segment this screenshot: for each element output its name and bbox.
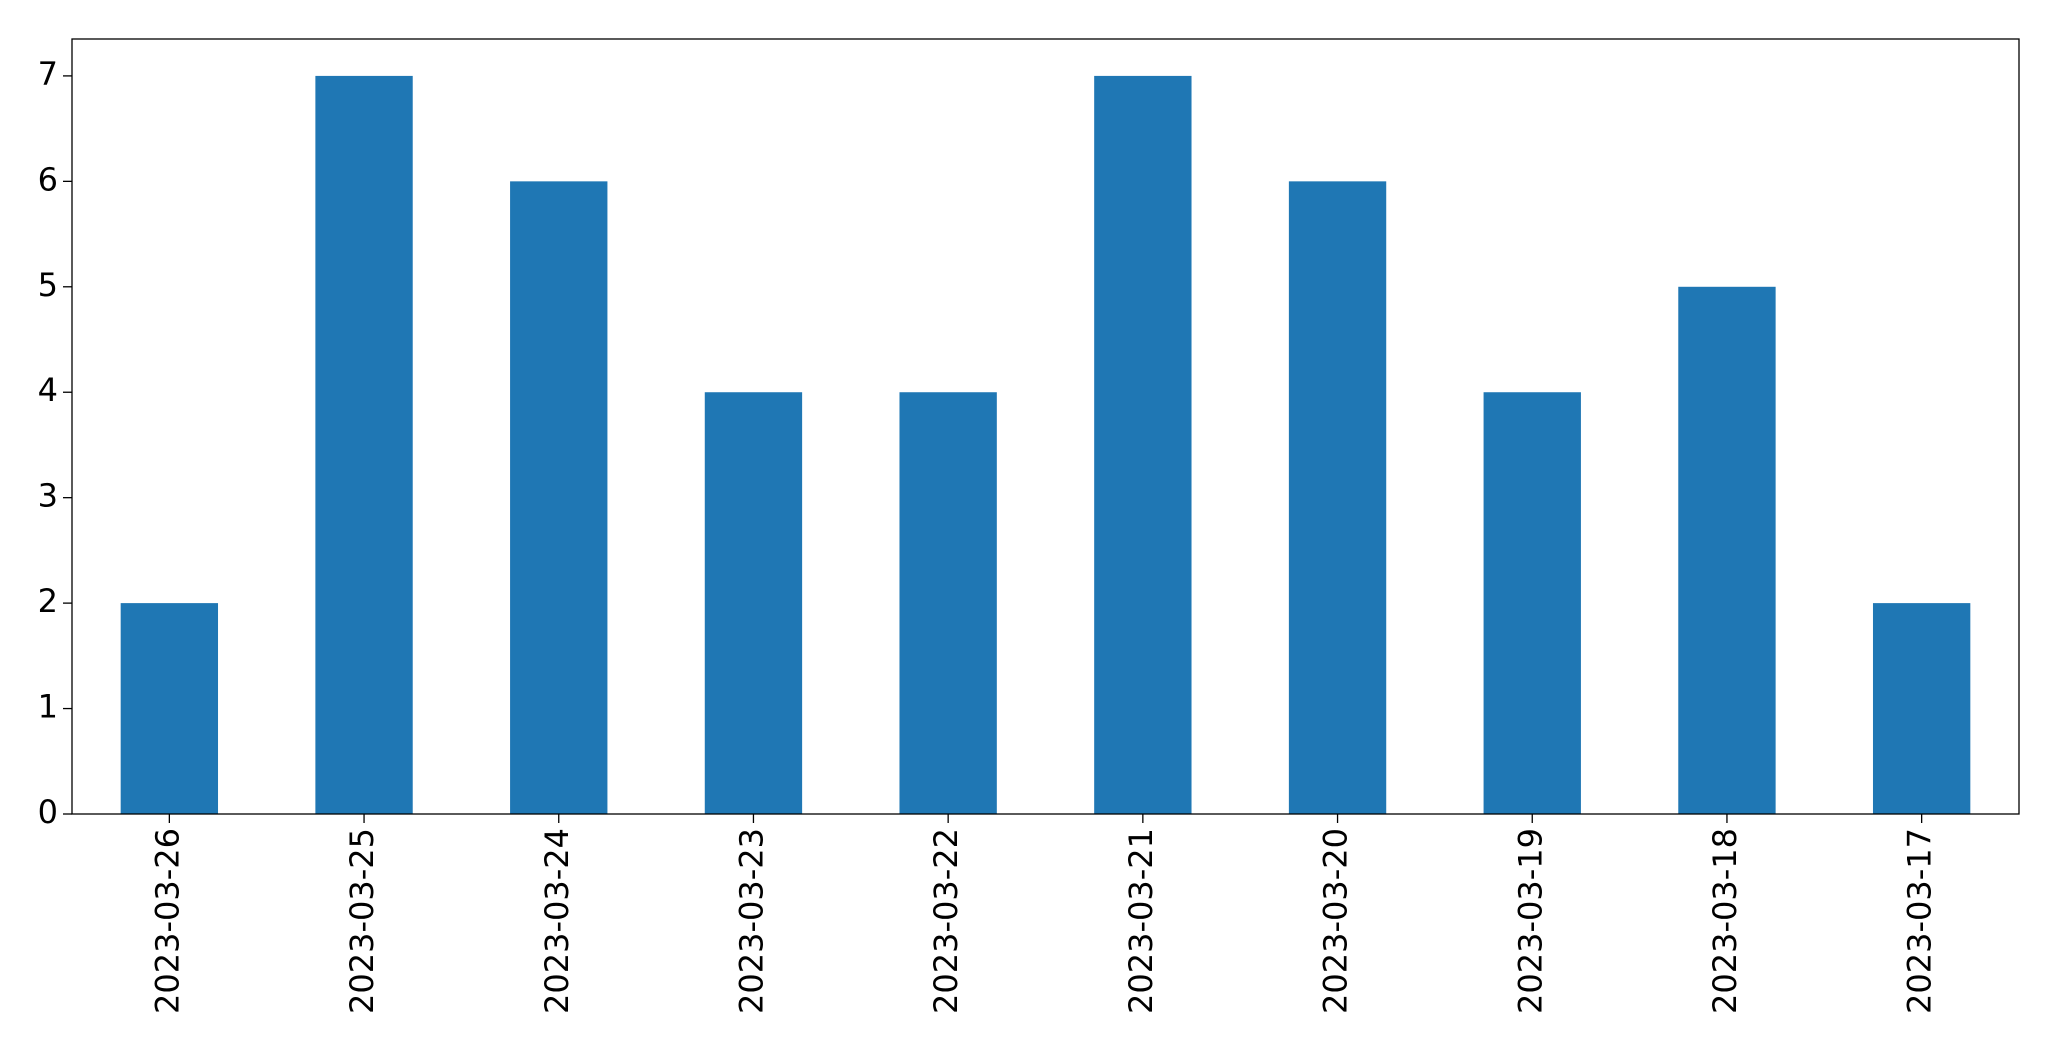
y-tick-label: 2 <box>38 582 58 620</box>
bar <box>1872 603 1971 814</box>
bar <box>704 392 803 814</box>
bar <box>1483 392 1581 814</box>
x-tick-label: 2023-03-26 <box>148 828 186 1014</box>
y-tick-label: 0 <box>38 793 58 831</box>
x-tick-label: 2023-03-25 <box>343 828 381 1014</box>
x-tick-label: 2023-03-19 <box>1511 828 1549 1014</box>
x-tick-label: 2023-03-17 <box>1901 828 1939 1014</box>
x-tick-label: 2023-03-18 <box>1706 828 1744 1014</box>
y-tick-label: 7 <box>38 55 58 93</box>
bar <box>1094 75 1192 814</box>
y-tick-label: 4 <box>38 371 58 409</box>
x-tick-label: 2023-03-22 <box>927 828 965 1014</box>
plot-frame <box>71 38 2020 815</box>
bar <box>120 603 219 814</box>
bar <box>510 181 608 815</box>
x-tick-label: 2023-03-21 <box>1122 828 1160 1014</box>
y-tick-label: 5 <box>38 266 58 304</box>
y-tick-label: 1 <box>38 688 58 726</box>
bar <box>899 392 997 814</box>
bar <box>315 75 413 814</box>
y-tick-label: 3 <box>38 477 58 515</box>
bar <box>1678 286 1776 814</box>
x-tick-label: 2023-03-24 <box>538 828 576 1014</box>
x-tick-label: 2023-03-23 <box>732 828 770 1014</box>
y-tick-label: 6 <box>38 160 58 198</box>
x-tick-label: 2023-03-20 <box>1317 828 1355 1014</box>
bar <box>1288 181 1387 815</box>
